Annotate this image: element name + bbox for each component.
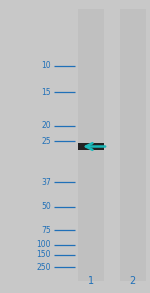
Bar xyxy=(78,9,103,281)
Text: 2: 2 xyxy=(130,276,136,286)
Bar xyxy=(78,149,103,150)
Text: 37: 37 xyxy=(41,178,51,187)
Bar xyxy=(78,143,103,144)
Text: 20: 20 xyxy=(41,122,51,130)
Bar xyxy=(78,143,103,150)
Text: 50: 50 xyxy=(41,202,51,211)
Bar xyxy=(78,148,103,149)
Text: 150: 150 xyxy=(36,251,51,259)
Text: 100: 100 xyxy=(36,240,51,249)
Bar xyxy=(78,144,103,145)
Text: 250: 250 xyxy=(36,263,51,272)
Text: 10: 10 xyxy=(41,62,51,70)
Bar xyxy=(78,146,103,147)
Text: 15: 15 xyxy=(41,88,51,97)
Bar xyxy=(78,145,103,146)
Text: 75: 75 xyxy=(41,226,51,234)
Bar xyxy=(78,147,103,148)
Text: 25: 25 xyxy=(41,137,51,146)
Bar xyxy=(120,9,146,281)
Text: 1: 1 xyxy=(88,276,94,286)
